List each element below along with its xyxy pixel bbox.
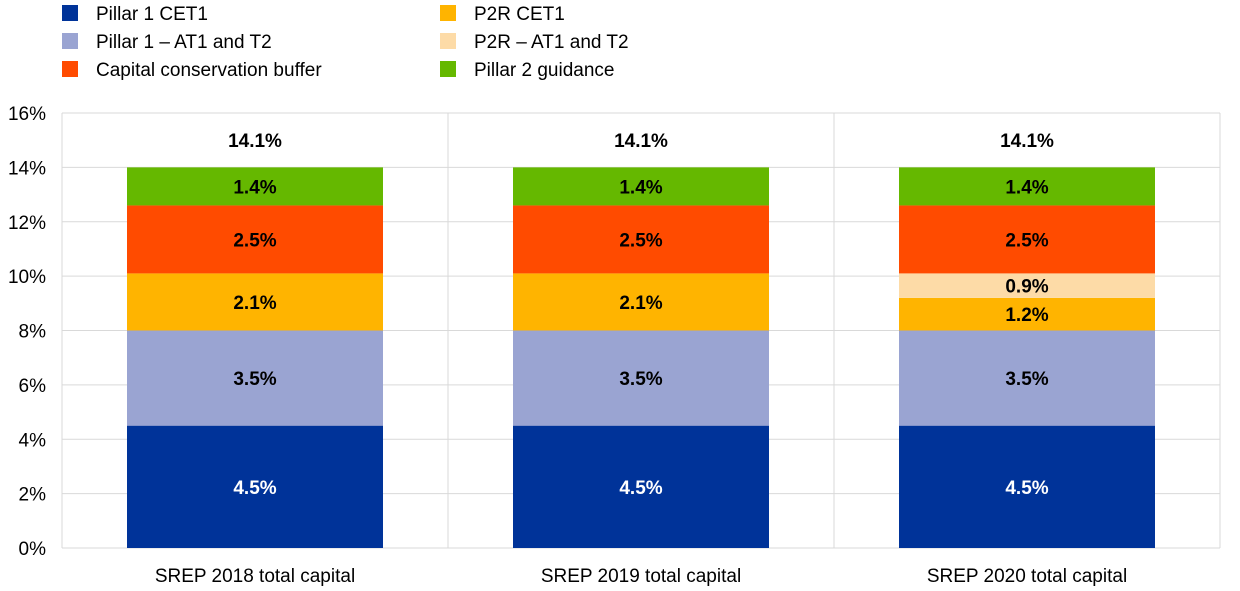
legend-swatch <box>62 33 78 49</box>
data-label: 3.5% <box>619 369 662 390</box>
y-tick-label: 4% <box>19 430 47 451</box>
bar-segment <box>513 425 769 548</box>
data-label: 2.5% <box>233 230 276 251</box>
bar-segment <box>513 330 769 426</box>
data-label: 4.5% <box>233 478 276 499</box>
bar-segment <box>899 273 1155 298</box>
legend-label: P2R – AT1 and T2 <box>474 32 629 53</box>
total-label: 14.1% <box>228 131 282 152</box>
legend-swatch <box>62 61 78 77</box>
bar-segment <box>513 167 769 206</box>
bar-segment <box>127 167 383 206</box>
data-label: 1.2% <box>1005 305 1048 326</box>
bar-segment <box>127 205 383 274</box>
bar-segment <box>899 205 1155 274</box>
x-axis: SREP 2018 total capital SREP 2019 total c… <box>155 566 1127 587</box>
y-tick-label: 16% <box>8 104 46 125</box>
legend: Pillar 1 CET1 P2R CET1 Pillar 1 – AT1 and … <box>62 4 629 81</box>
bar-segment <box>127 425 383 548</box>
bar-segment <box>513 273 769 331</box>
legend-swatch <box>440 61 456 77</box>
y-tick-label: 8% <box>19 322 47 343</box>
data-label: 4.5% <box>1005 478 1048 499</box>
legend-swatch <box>440 33 456 49</box>
data-label: 2.5% <box>619 230 662 251</box>
legend-label: Pillar 2 guidance <box>474 60 614 81</box>
bar-segment <box>899 167 1155 206</box>
y-tick-label: 14% <box>8 158 46 179</box>
bar-segment <box>899 297 1155 331</box>
x-tick-label: SREP 2019 total capital <box>541 566 741 587</box>
legend-label: Pillar 1 – AT1 and T2 <box>96 32 272 53</box>
legend-swatch <box>440 5 456 21</box>
data-label: 2.5% <box>1005 230 1048 251</box>
bar-segment <box>127 330 383 426</box>
data-label: 2.1% <box>619 293 662 314</box>
y-tick-label: 2% <box>19 485 47 506</box>
x-tick-label: SREP 2018 total capital <box>155 566 355 587</box>
legend-label: Capital conservation buffer <box>96 60 322 81</box>
data-label: 2.1% <box>233 293 276 314</box>
data-label: 1.4% <box>619 177 662 198</box>
data-label: 3.5% <box>1005 369 1048 390</box>
data-label: 0.9% <box>1005 277 1048 298</box>
y-axis: 0% 2% 4% 6% 8% 10% 12% 14% 16% <box>8 104 46 560</box>
legend-label: Pillar 1 CET1 <box>96 4 208 25</box>
data-label: 3.5% <box>233 369 276 390</box>
data-label: 1.4% <box>1005 177 1048 198</box>
y-tick-label: 12% <box>8 213 46 234</box>
bar-segment <box>127 273 383 331</box>
y-tick-label: 10% <box>8 267 46 288</box>
bars: 4.5% 3.5% 2.1% 2.5% 1.4% 14.1% 4.5% 3.5% 2.1% 2.5… <box>127 131 1155 548</box>
bar-segment <box>899 330 1155 426</box>
total-label: 14.1% <box>614 131 668 152</box>
total-label: 14.1% <box>1000 131 1054 152</box>
legend-label: P2R CET1 <box>474 4 565 25</box>
x-tick-label: SREP 2020 total capital <box>927 566 1127 587</box>
bar-segment <box>899 425 1155 548</box>
bar-segment <box>513 205 769 274</box>
y-tick-label: 0% <box>19 539 47 560</box>
legend-swatch <box>62 5 78 21</box>
data-label: 4.5% <box>619 478 662 499</box>
data-label: 1.4% <box>233 177 276 198</box>
y-tick-label: 6% <box>19 376 47 397</box>
